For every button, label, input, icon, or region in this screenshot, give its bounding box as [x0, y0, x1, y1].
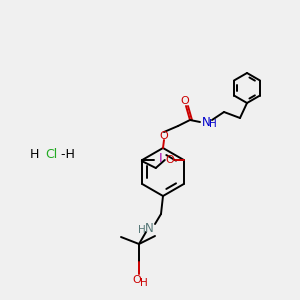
Text: H: H — [30, 148, 39, 161]
Text: N: N — [145, 221, 153, 235]
Text: O: O — [133, 275, 141, 285]
Text: Cl: Cl — [45, 148, 57, 161]
Text: -H: -H — [57, 148, 75, 161]
Text: H: H — [209, 119, 217, 129]
Text: O: O — [165, 155, 174, 165]
Text: H: H — [140, 278, 148, 288]
Text: O: O — [160, 131, 168, 141]
Text: I: I — [158, 152, 162, 164]
Text: H: H — [138, 225, 146, 235]
Text: O: O — [181, 96, 189, 106]
Text: N: N — [202, 116, 210, 128]
